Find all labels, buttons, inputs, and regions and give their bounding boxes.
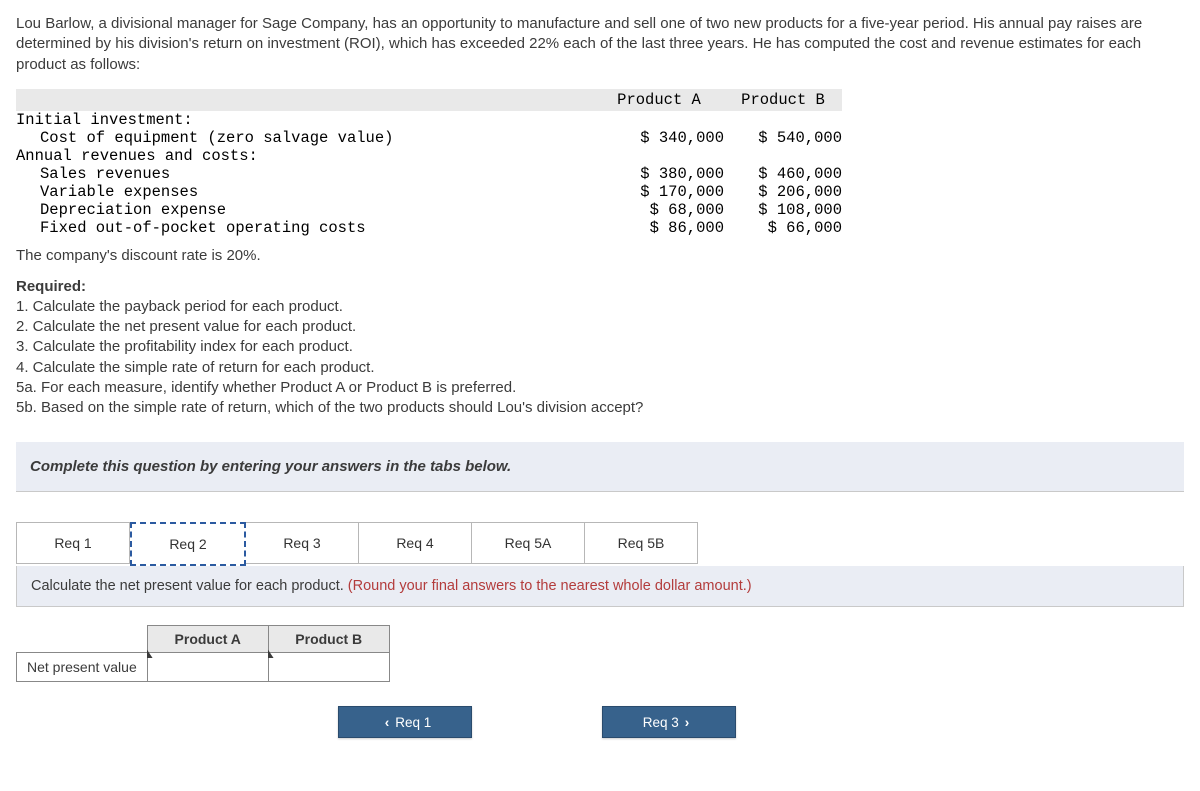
entry-table: Product A Product B Net present value — [16, 625, 390, 682]
tab-req-1[interactable]: Req 1 — [16, 522, 130, 564]
fixed-a: $ 86,000 — [600, 219, 724, 237]
instruction-bar: Complete this question by entering your … — [16, 442, 1184, 492]
entry-row-label: Net present value — [17, 653, 148, 682]
prev-button-label: Req 1 — [395, 715, 431, 730]
problem-intro: Lou Barlow, a divisional manager for Sag… — [16, 14, 1184, 75]
description-main: Calculate the net present value for each… — [31, 578, 348, 594]
required-heading: Required: — [16, 278, 1184, 295]
dep-b: $ 108,000 — [724, 201, 842, 219]
chevron-right-icon: › — [685, 715, 690, 730]
row-var-exp-label: Variable expenses — [16, 183, 600, 201]
instruction-text: Complete this question by entering your … — [30, 458, 511, 475]
row-annual-label: Annual revenues and costs: — [16, 147, 600, 165]
var-exp-b: $ 206,000 — [724, 183, 842, 201]
row-initial-investment: Initial investment: — [16, 111, 600, 129]
npv-input-b[interactable] — [279, 658, 383, 676]
entry-header-empty — [17, 626, 148, 653]
entry-header-b: Product B — [268, 626, 389, 653]
tab-req-4[interactable]: Req 4 — [359, 522, 472, 564]
req-5b: 5b. Based on the simple rate of return, … — [16, 398, 1184, 418]
req-5a: 5a. For each measure, identify whether P… — [16, 378, 1184, 398]
required-list: 1. Calculate the payback period for each… — [16, 297, 1184, 419]
var-exp-a: $ 170,000 — [600, 183, 724, 201]
tab-req-2[interactable]: Req 2 — [130, 522, 246, 566]
row-cost-of-equipment-label: Cost of equipment (zero salvage value) — [16, 129, 600, 147]
header-product-a: Product A — [600, 89, 724, 111]
sales-rev-b: $ 460,000 — [724, 165, 842, 183]
next-button[interactable]: Req 3 › — [602, 706, 736, 738]
chevron-left-icon: ‹ — [385, 715, 390, 730]
next-button-label: Req 3 — [643, 715, 679, 730]
cost-of-equipment-a: $ 340,000 — [600, 129, 724, 147]
tab-req-5b[interactable]: Req 5B — [585, 522, 698, 564]
req-4: 4. Calculate the simple rate of return f… — [16, 358, 1184, 378]
row-fixed-label: Fixed out-of-pocket operating costs — [16, 219, 600, 237]
req-3: 3. Calculate the profitability index for… — [16, 337, 1184, 357]
row-sales-rev-label: Sales revenues — [16, 165, 600, 183]
tab-req-5a[interactable]: Req 5A — [472, 522, 585, 564]
description-bar: Calculate the net present value for each… — [16, 566, 1184, 607]
data-table: Product A Product B Initial investment: … — [16, 89, 842, 237]
header-product-b: Product B — [724, 89, 842, 111]
nav-row: ‹ Req 1 Req 3 › — [16, 706, 1184, 738]
tab-req-3[interactable]: Req 3 — [246, 522, 359, 564]
fixed-b: $ 66,000 — [724, 219, 842, 237]
req-2: 2. Calculate the net present value for e… — [16, 317, 1184, 337]
prev-button[interactable]: ‹ Req 1 — [338, 706, 472, 738]
req-1: 1. Calculate the payback period for each… — [16, 297, 1184, 317]
entry-header-a: Product A — [147, 626, 268, 653]
tabs-row: Req 1 Req 2 Req 3 Req 4 Req 5A Req 5B — [16, 522, 1184, 566]
sales-rev-a: $ 380,000 — [600, 165, 724, 183]
dep-a: $ 68,000 — [600, 201, 724, 219]
description-hint: (Round your final answers to the nearest… — [348, 578, 752, 594]
row-dep-label: Depreciation expense — [16, 201, 600, 219]
cost-of-equipment-b: $ 540,000 — [724, 129, 842, 147]
npv-input-a[interactable] — [158, 658, 262, 676]
discount-rate-text: The company's discount rate is 20%. — [16, 247, 1184, 264]
